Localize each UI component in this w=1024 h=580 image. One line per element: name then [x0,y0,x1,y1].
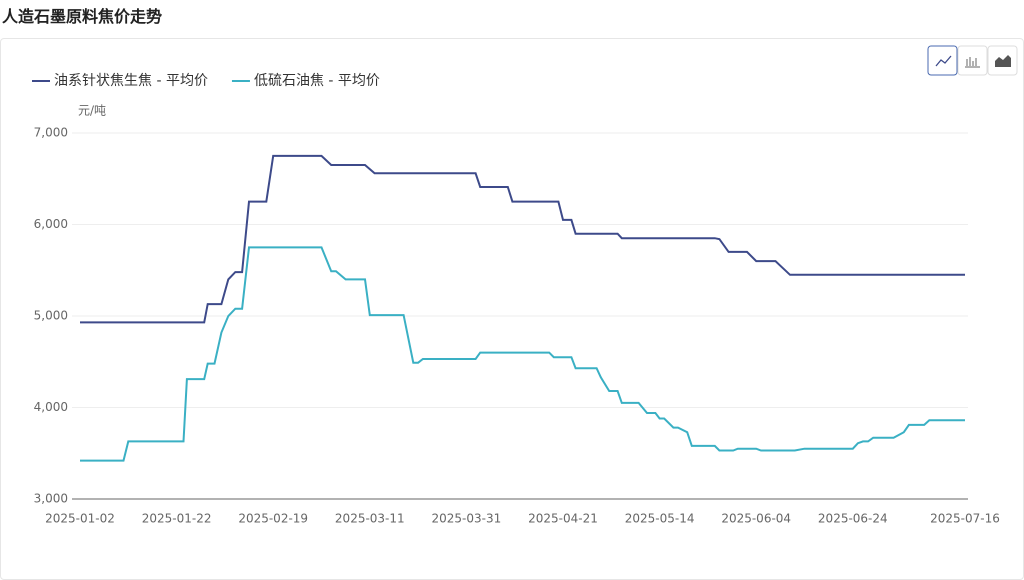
area-icon [995,55,1011,67]
bar-button[interactable] [957,45,988,76]
y-tick-label: 6,000 [34,217,68,231]
y-tick-label: 5,000 [34,309,68,323]
x-tick-label: 2025-01-02 [45,512,115,526]
toolbar [927,45,1018,76]
page: {"chart_data": {"type": "line", "title":… [0,7,1024,580]
legend-label: 低硫石油焦 - 平均价 [254,73,380,89]
x-tick-label: 2025-04-21 [528,512,598,526]
x-tick-label: 2025-03-11 [335,512,405,526]
y-tick-label: 4,000 [34,400,68,414]
y-axis-label: 元/吨 [78,104,106,118]
x-tick-label: 2025-07-16 [930,512,1000,526]
x-tick-label: 2025-05-14 [625,512,695,526]
line-icon [935,55,952,67]
x-tick-label: 2025-06-04 [721,512,791,526]
bar-icon [965,57,980,68]
x-tick-label: 2025-03-31 [432,512,502,526]
y-tick-label: 3,000 [34,492,68,506]
line-series [80,246,965,462]
line-series [80,154,965,324]
y-tick-label: 7,000 [34,126,68,140]
title: 人造石墨原料焦价走势 [2,7,163,26]
x-tick-label: 2025-01-22 [142,512,212,526]
legend-label: 油系针状焦生焦 - 平均价 [54,73,208,89]
chart: 元/吨 3,000 4,000 5,000 6,000 7,000 2025-01-02 2… [32,45,1018,526]
x-tick-label: 2025-06-24 [818,512,888,526]
x-tick-label: 2025-02-19 [238,512,308,526]
